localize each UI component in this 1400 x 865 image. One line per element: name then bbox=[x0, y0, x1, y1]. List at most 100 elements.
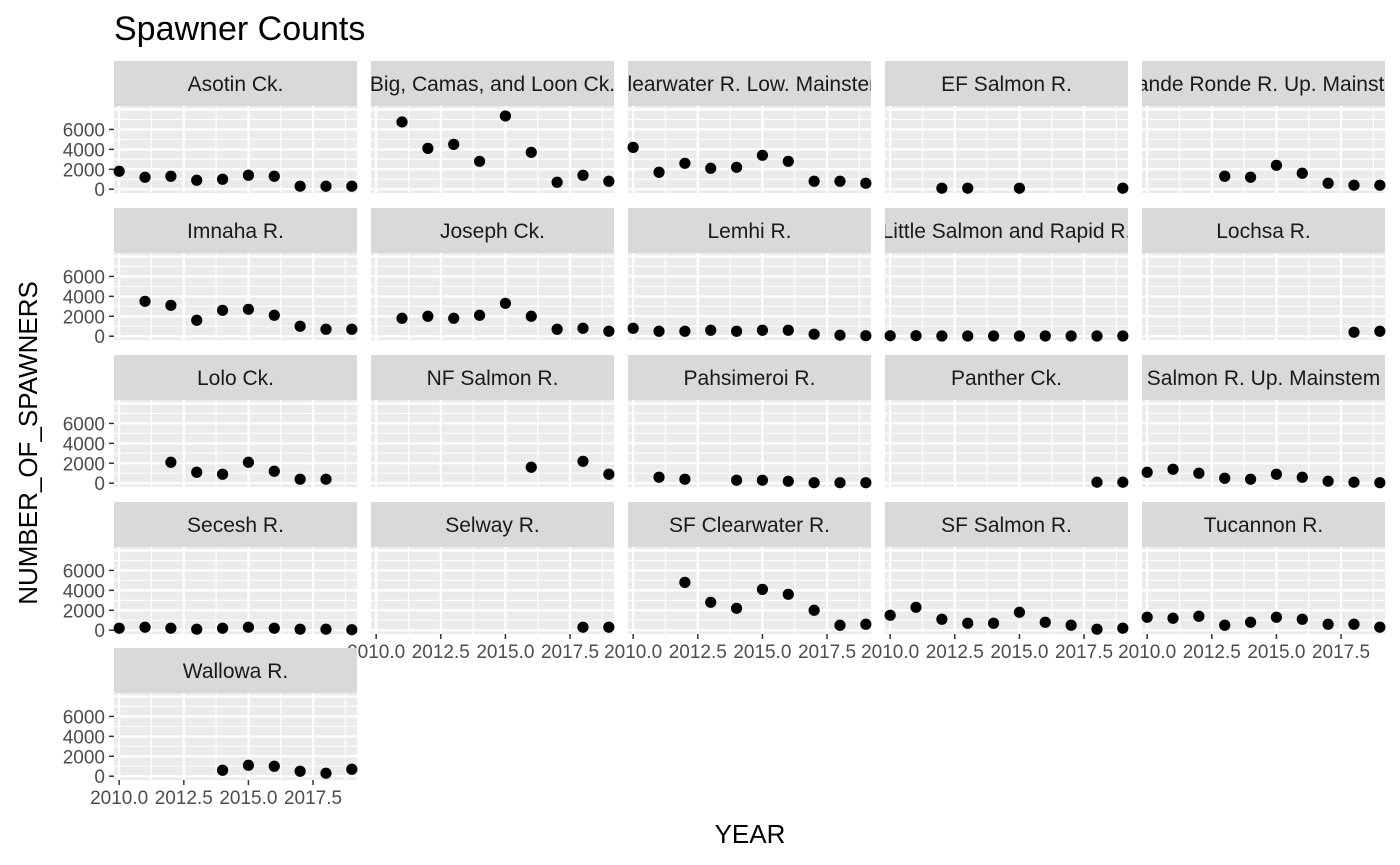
data-point bbox=[1270, 611, 1283, 623]
data-point bbox=[1065, 330, 1077, 342]
data-point bbox=[808, 477, 820, 489]
data-point bbox=[1296, 471, 1308, 483]
y-tick-label: 0 bbox=[94, 180, 105, 201]
facet-strip-label: Imnaha R. bbox=[187, 220, 284, 243]
facet-strip bbox=[114, 502, 357, 547]
y-tick-label: 4000 bbox=[63, 140, 105, 161]
data-point bbox=[756, 324, 769, 336]
y-tick-label: 2000 bbox=[63, 160, 105, 181]
data-point bbox=[1039, 616, 1051, 628]
y-axis-title: NUMBER_OF_SPAWNERS bbox=[13, 281, 43, 605]
data-point bbox=[346, 624, 358, 636]
data-point bbox=[346, 180, 358, 192]
data-point bbox=[1374, 179, 1386, 191]
data-point bbox=[320, 623, 332, 635]
data-point bbox=[422, 310, 434, 322]
data-point bbox=[1244, 171, 1257, 183]
data-point bbox=[191, 466, 203, 478]
x-tick-label: 2015.0 bbox=[219, 788, 277, 809]
data-point bbox=[1322, 177, 1334, 189]
facet-panel: Salmon R. Up. Mainstem bbox=[1141, 355, 1386, 489]
data-point bbox=[165, 299, 177, 311]
data-point bbox=[782, 324, 794, 336]
data-point bbox=[860, 177, 872, 189]
data-point bbox=[884, 330, 896, 342]
data-point bbox=[268, 170, 280, 182]
data-point bbox=[242, 169, 255, 181]
facet-strip-label: SF Clearwater R. bbox=[669, 514, 830, 537]
facet-strip bbox=[371, 208, 614, 253]
data-point bbox=[320, 323, 332, 335]
data-point bbox=[1013, 182, 1026, 194]
x-tick-label: 2012.5 bbox=[669, 642, 727, 663]
facet-strip bbox=[371, 355, 614, 400]
facet-strip-label: Pahsimeroi R. bbox=[684, 367, 816, 390]
data-point bbox=[499, 297, 512, 309]
data-point bbox=[1091, 623, 1103, 635]
data-point bbox=[1091, 476, 1103, 488]
data-point bbox=[242, 621, 255, 633]
data-point bbox=[603, 325, 615, 337]
facet-strip bbox=[371, 61, 614, 106]
data-point bbox=[1193, 610, 1205, 622]
data-point bbox=[525, 461, 537, 473]
facet-strip-label: Panther Ck. bbox=[951, 367, 1062, 390]
data-point bbox=[448, 138, 460, 150]
facet-panel: EF Salmon R. bbox=[885, 61, 1129, 194]
data-point bbox=[1219, 472, 1231, 484]
data-point bbox=[1348, 179, 1360, 191]
x-tick-label: 2010.0 bbox=[90, 788, 148, 809]
y-tick-label: 0 bbox=[94, 474, 105, 495]
facet-panel: Lemhi R. bbox=[627, 208, 872, 342]
data-point bbox=[987, 330, 1000, 342]
data-point bbox=[551, 176, 563, 188]
y-tick-label: 6000 bbox=[63, 707, 105, 728]
facet-panel: Joseph Ck. bbox=[371, 208, 615, 340]
data-point bbox=[782, 588, 794, 600]
data-point bbox=[268, 309, 280, 321]
data-point bbox=[1348, 326, 1360, 338]
facet-panel: Pahsimeroi R. bbox=[628, 355, 872, 489]
facet-strip bbox=[1142, 61, 1385, 106]
data-point bbox=[577, 455, 589, 467]
data-point bbox=[834, 619, 846, 631]
data-point bbox=[1244, 473, 1257, 485]
data-point bbox=[1219, 170, 1231, 182]
data-point bbox=[448, 312, 460, 324]
data-point bbox=[808, 175, 820, 187]
data-point bbox=[1117, 182, 1129, 194]
data-point bbox=[1167, 612, 1179, 624]
data-point bbox=[1013, 606, 1026, 618]
y-tick-label: 4000 bbox=[63, 727, 105, 748]
y-tick-label: 0 bbox=[94, 327, 105, 348]
data-point bbox=[627, 322, 639, 334]
data-point bbox=[860, 330, 872, 342]
facet-strip bbox=[1142, 502, 1385, 547]
data-point bbox=[294, 765, 306, 777]
x-tick-label: 2012.5 bbox=[155, 788, 213, 809]
data-point bbox=[396, 116, 408, 128]
y-tick-label: 2000 bbox=[63, 747, 105, 768]
data-point bbox=[113, 622, 125, 634]
data-point bbox=[603, 621, 615, 633]
data-point bbox=[139, 171, 151, 183]
data-point bbox=[987, 617, 1000, 629]
data-point bbox=[139, 621, 151, 633]
data-point bbox=[396, 312, 408, 324]
x-tick-label: 2017.5 bbox=[798, 642, 856, 663]
data-point bbox=[294, 320, 306, 332]
facet-strip bbox=[1142, 208, 1385, 253]
data-point bbox=[730, 325, 743, 337]
data-point bbox=[1374, 325, 1386, 337]
facet-strip-label: Big, Camas, and Loon Ck. bbox=[370, 73, 615, 96]
data-point bbox=[603, 468, 615, 480]
data-point bbox=[1322, 618, 1334, 630]
data-point bbox=[1296, 613, 1308, 625]
y-tick-label: 2000 bbox=[63, 454, 105, 475]
facet-strip-label: Clearwater R. Low. Mainstem bbox=[612, 73, 886, 96]
